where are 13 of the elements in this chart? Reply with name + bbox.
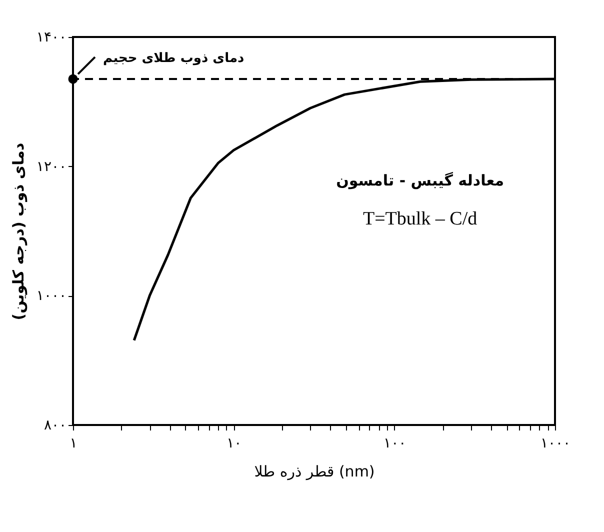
x-tick-label: ۱۰۰ (384, 436, 406, 452)
y-tick-label: ۱۲۰۰ (36, 158, 66, 175)
x-tick-label: ۱۰ (226, 436, 242, 452)
legend-label: دمای ذوب طلای حجیم (103, 51, 245, 66)
x-tick-label: ۱ (70, 436, 78, 452)
y-tick-label: ۱۰۰۰ (36, 288, 66, 304)
x-axis-title: قطر ذره طلا (nm) (254, 462, 375, 480)
y-tick-label: ۸۰۰ (44, 418, 66, 434)
annotation: معادله گیبس - تامسون (336, 172, 504, 190)
annotation: T=Tbulk – C/d (362, 208, 478, 230)
y-axis-title: دمای ذوب (درجه کلوین) (9, 142, 28, 320)
x-tick-label: ۱۰۰۰ (540, 436, 571, 452)
y-tick-label: ۱۴۰۰ (36, 30, 66, 46)
